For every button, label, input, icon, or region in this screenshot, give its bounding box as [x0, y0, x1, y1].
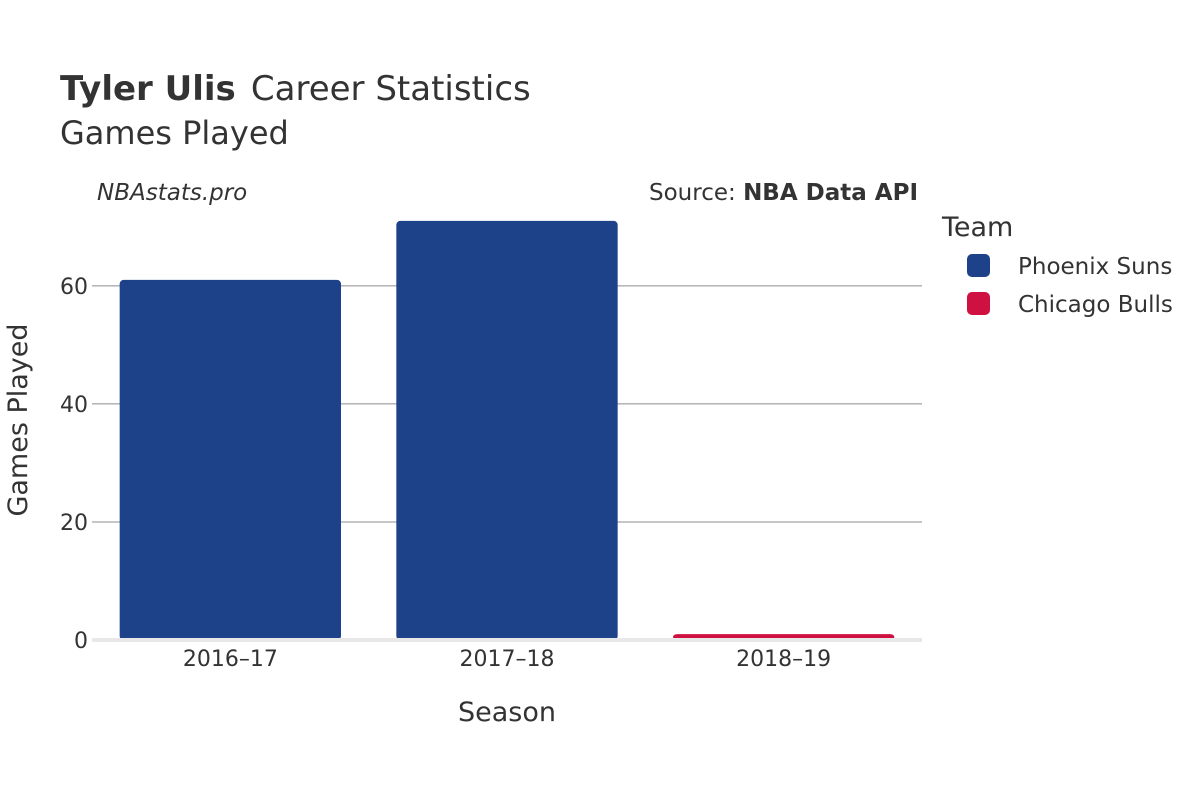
x-axis-title: Season — [458, 697, 556, 728]
y-tick-label: 60 — [60, 275, 88, 300]
chart-subtitle: Games Played — [60, 114, 289, 152]
x-tick-label: 2018–19 — [736, 647, 831, 672]
source-note: Source: NBA Data API — [649, 180, 918, 206]
x-tick-label: 2016–17 — [183, 647, 278, 672]
chart-title: Tyler Ulis Career Statistics — [60, 69, 531, 109]
y-tick-label: 20 — [60, 511, 88, 536]
legend-swatch — [967, 292, 990, 315]
legend-swatch — [967, 254, 990, 277]
watermark: NBAstats.pro — [97, 180, 247, 206]
bar — [119, 279, 342, 640]
x-ticks: 2016–17 2017–18 2018–19 — [183, 647, 831, 672]
x-tick-label: 2017–18 — [460, 647, 555, 672]
player-name: Tyler Ulis — [60, 69, 236, 109]
legend-label: Chicago Bulls — [1018, 292, 1173, 318]
source-prefix: Source: — [649, 180, 743, 206]
y-tick-label: 0 — [74, 629, 88, 654]
bars — [119, 220, 895, 640]
y-ticks: 0 20 40 60 — [60, 275, 88, 654]
legend-label: Phoenix Suns — [1018, 254, 1172, 280]
legend-items: Phoenix Suns Chicago Bulls — [967, 254, 1173, 318]
y-axis-title: Games Played — [3, 323, 34, 516]
bar — [396, 220, 618, 640]
title-suffix: Career Statistics — [251, 69, 531, 109]
source-name: NBA Data API — [743, 180, 918, 206]
legend: Team Phoenix Suns Chicago Bulls — [941, 212, 1173, 318]
legend-title: Team — [941, 212, 1013, 243]
y-tick-label: 40 — [60, 393, 88, 418]
